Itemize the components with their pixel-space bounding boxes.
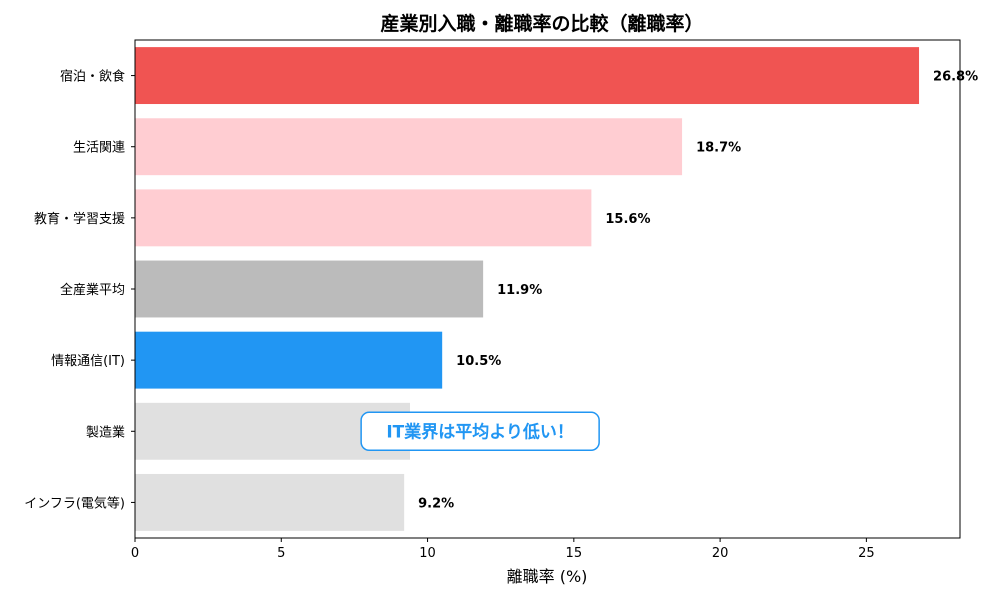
value-label-3: 11.9% — [497, 283, 542, 298]
value-label-2: 15.6% — [605, 212, 650, 227]
bar-6 — [135, 473, 405, 531]
bar-3 — [135, 260, 484, 318]
x-tick-label-5: 25 — [858, 546, 875, 561]
category-label-2: 教育・学習支援 — [34, 211, 125, 227]
annotation-layer: IT業界は平均より低い！ — [360, 411, 600, 452]
value-labels-layer: 26.8% 18.7% 15.6% 11.9% 10.5% 9.2% — [418, 70, 978, 512]
annotation-box — [360, 411, 600, 452]
category-label-0: 宿泊・飲食 — [60, 69, 125, 85]
category-label-3: 全産業平均 — [60, 282, 125, 298]
category-label-4: 情報通信(IT) — [51, 354, 125, 369]
bar-1 — [135, 118, 683, 176]
x-tick-label-0: 0 — [131, 546, 139, 561]
plot-frame — [134, 39, 961, 539]
value-label-6: 9.2% — [418, 496, 454, 511]
x-tick-label-1: 5 — [277, 546, 285, 561]
x-tick-label-2: 10 — [419, 546, 436, 561]
category-label-1: 生活関連 — [73, 141, 125, 156]
value-label-1: 18.7% — [696, 141, 741, 156]
x-axis: 0 5 10 15 20 25 — [131, 538, 875, 561]
bar-4 — [135, 331, 443, 389]
chart-title: 産業別入職・離職率の比較（離職率） — [380, 12, 703, 35]
x-tick-label-4: 20 — [712, 546, 729, 561]
x-axis-label: 離職率 (%) — [507, 567, 588, 586]
annotation-text: IT業界は平均より低い！ — [386, 421, 574, 442]
category-label-6: インフラ(電気等) — [24, 495, 125, 511]
bar-2 — [135, 189, 592, 247]
value-label-4: 10.5% — [456, 354, 501, 369]
category-label-5: 製造業 — [86, 424, 125, 440]
value-label-0: 26.8% — [933, 70, 978, 85]
x-tick-label-3: 15 — [566, 546, 583, 561]
bar-0 — [135, 47, 920, 105]
